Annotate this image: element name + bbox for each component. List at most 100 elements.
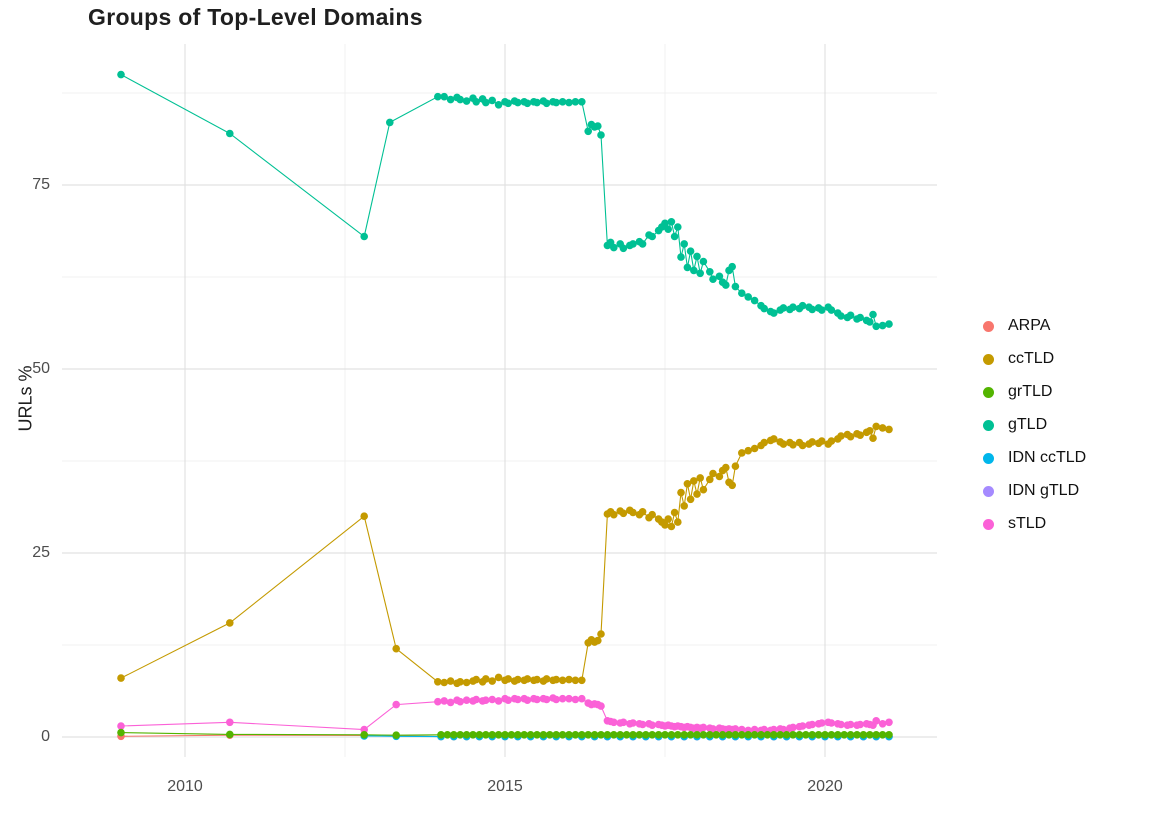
- data-point: [648, 731, 656, 739]
- data-point: [642, 731, 650, 739]
- data-point: [834, 731, 842, 739]
- x-tick-label: 2020: [807, 778, 843, 795]
- data-point: [494, 731, 503, 739]
- data-point: [750, 444, 759, 453]
- data-point: [744, 731, 752, 739]
- data-point: [818, 437, 826, 445]
- y-tick-label: 75: [32, 176, 50, 193]
- data-point: [872, 322, 880, 331]
- data-point: [533, 98, 541, 107]
- data-point: [542, 695, 551, 704]
- data-point: [827, 731, 836, 739]
- data-point: [814, 731, 823, 739]
- data-point: [475, 731, 484, 739]
- data-point: [610, 718, 618, 727]
- data-point: [709, 275, 717, 284]
- data-point: [597, 702, 605, 710]
- legend-label: ARPA: [1008, 317, 1051, 334]
- data-point: [667, 731, 676, 739]
- data-point: [526, 731, 535, 739]
- data-point: [699, 257, 708, 266]
- data-point: [683, 263, 692, 272]
- data-point: [750, 725, 759, 734]
- legend-label: IDN ccTLD: [1008, 449, 1087, 466]
- data-point: [690, 266, 698, 275]
- data-point: [664, 225, 672, 233]
- data-point: [648, 721, 656, 729]
- data-point: [117, 722, 125, 730]
- data-point: [686, 731, 695, 739]
- data-point: [837, 312, 845, 320]
- data-point: [523, 99, 532, 108]
- data-point: [750, 731, 759, 739]
- data-point: [878, 424, 887, 432]
- data-point: [821, 731, 829, 739]
- data-point: [507, 731, 516, 739]
- data-point: [578, 676, 586, 685]
- data-point: [565, 98, 573, 107]
- data-point: [789, 441, 797, 449]
- data-point: [866, 731, 874, 739]
- data-point: [808, 731, 816, 739]
- data-point: [482, 696, 490, 704]
- data-point: [869, 434, 877, 443]
- data-point: [392, 700, 401, 709]
- data-point: [462, 97, 471, 105]
- data-point: [533, 675, 541, 684]
- data-point: [718, 731, 727, 739]
- data-point: [504, 696, 512, 704]
- data-point: [546, 731, 554, 739]
- data-point: [542, 675, 551, 683]
- data-point: [456, 678, 465, 686]
- legend-item-cctld: ccTLD: [975, 348, 1086, 370]
- data-point: [808, 720, 816, 729]
- data-point: [578, 98, 586, 106]
- data-point: [456, 95, 465, 104]
- data-point: [763, 731, 772, 739]
- data-point: [706, 475, 714, 484]
- data-point: [776, 731, 784, 739]
- data-point: [594, 636, 602, 645]
- data-point: [661, 219, 669, 228]
- y-tick-label: 0: [41, 728, 50, 745]
- data-point: [680, 502, 688, 510]
- data-point: [731, 282, 740, 291]
- data-point: [837, 720, 845, 729]
- data-point: [482, 675, 490, 683]
- data-point: [859, 731, 868, 739]
- data-point: [360, 232, 369, 241]
- data-point: [590, 731, 599, 739]
- data-point: [488, 677, 497, 685]
- data-point: [360, 512, 369, 520]
- data-point: [488, 695, 497, 704]
- data-point: [434, 697, 442, 706]
- data-point: [856, 313, 864, 322]
- data-point: [674, 223, 682, 231]
- data-point: [693, 252, 701, 261]
- data-point: [440, 697, 449, 705]
- data-point: [731, 725, 740, 733]
- legend-label: sTLD: [1008, 515, 1047, 532]
- data-point: [629, 731, 637, 739]
- data-point: [664, 515, 672, 523]
- data-point: [443, 731, 452, 739]
- legend-item-idn-gtld: IDN gTLD: [975, 480, 1086, 502]
- legend-key-dot: [983, 386, 994, 398]
- data-point: [731, 731, 740, 739]
- data-point: [696, 474, 704, 482]
- data-point: [520, 731, 528, 739]
- data-point: [594, 122, 602, 130]
- data-point: [440, 92, 449, 101]
- data-point: [504, 675, 512, 683]
- y-tick-label: 50: [32, 360, 50, 377]
- data-point: [661, 521, 669, 529]
- data-point: [744, 293, 752, 301]
- data-point: [117, 674, 125, 682]
- data-point: [226, 718, 234, 727]
- data-point: [677, 488, 685, 497]
- data-point: [638, 720, 647, 729]
- data-point: [392, 731, 401, 739]
- data-point: [715, 272, 724, 281]
- data-point: [872, 731, 880, 739]
- data-point: [523, 696, 532, 704]
